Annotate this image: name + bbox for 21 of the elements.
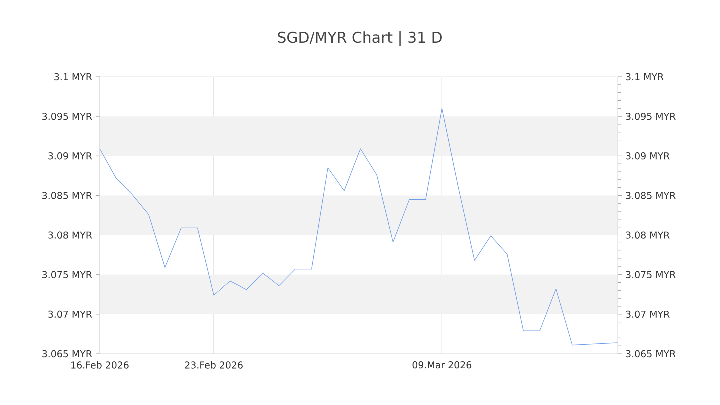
- y2-tick-label: 3.085 MYR: [42, 192, 92, 200]
- y-tick-label: 3.1 MYR: [626, 73, 664, 81]
- y-tick-label: 3.095 MYR: [626, 112, 676, 120]
- x-tick-label: 23.Feb 2026: [185, 362, 243, 369]
- y-tick-label: 3.065 MYR: [626, 350, 676, 358]
- y2-tick-label: 3.09 MYR: [48, 152, 92, 160]
- x-tick-label: 09.Mar 2026: [412, 362, 472, 369]
- y2-tick-label: 3.1 MYR: [54, 73, 92, 81]
- y2-tick-label: 3.07 MYR: [48, 310, 92, 318]
- y2-tick-label: 3.075 MYR: [42, 271, 92, 278]
- y-tick-label: 3.07 MYR: [626, 310, 670, 318]
- y-tick-label: 3.08 MYR: [626, 232, 670, 239]
- y2-tick-label: 3.095 MYR: [42, 112, 92, 120]
- y2-tick-label: 3.065 MYR: [42, 350, 92, 358]
- chart-title: SGD/MYR Chart | 31 D: [278, 32, 442, 46]
- y-tick-label: 3.085 MYR: [626, 192, 676, 200]
- y2-tick-label: 3.08 MYR: [48, 232, 92, 239]
- y-tick-label: 3.075 MYR: [626, 271, 676, 278]
- y-tick-label: 3.09 MYR: [626, 152, 670, 160]
- x-tick-label: 16.Feb 2026: [72, 362, 129, 369]
- line-series: [100, 108, 618, 346]
